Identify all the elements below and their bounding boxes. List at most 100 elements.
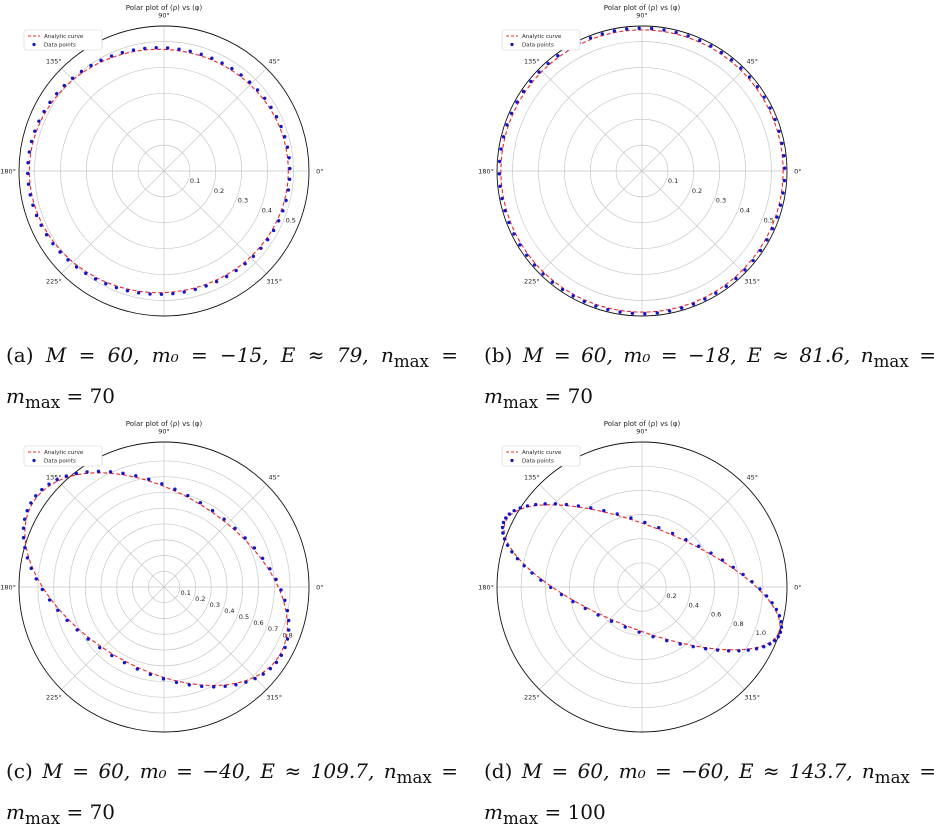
data-point [96, 469, 101, 474]
data-point [768, 106, 772, 110]
data-point [285, 637, 290, 641]
data-point [26, 161, 30, 165]
legend-label-analytic: Analytic curve [44, 34, 84, 40]
angle-tick-label: 90° [158, 12, 170, 20]
data-point [93, 277, 98, 281]
data-point [34, 494, 38, 498]
data-point [23, 545, 27, 550]
legend-label-analytic: Analytic curve [44, 450, 84, 456]
data-point [571, 599, 575, 604]
data-point [532, 263, 537, 267]
data-point [755, 85, 759, 89]
data-point [643, 520, 647, 525]
caption-a-line2-text: m [6, 384, 25, 408]
data-point [64, 474, 69, 478]
grid-ring [37, 460, 291, 714]
data-point [39, 223, 43, 227]
data-point [772, 638, 777, 643]
data-point [758, 248, 763, 253]
data-point [29, 566, 33, 571]
data-point [762, 644, 766, 649]
data-point [515, 100, 519, 104]
caption-a-line2: mmax = 70 [6, 379, 458, 420]
data-point [657, 525, 661, 530]
data-point [782, 154, 786, 158]
data-point [234, 268, 238, 273]
radial-tick-label: 0.6 [253, 619, 263, 627]
data-point [262, 96, 267, 101]
caption-b-sub2: max [502, 393, 539, 412]
data-point [537, 70, 541, 74]
data-point [210, 56, 214, 60]
data-point [154, 46, 158, 50]
data-point [31, 203, 35, 207]
data-point [720, 558, 725, 562]
data-point [534, 502, 538, 507]
data-point [58, 250, 62, 254]
data-point [48, 100, 52, 105]
caption-a: (a) M = 60, m₀ = −15, E ≈ 79, nmax = mma… [6, 338, 458, 420]
data-point [26, 182, 31, 186]
angle-tick-label: 225° [46, 694, 62, 702]
data-point [667, 309, 672, 313]
caption-d-label: (d) [484, 759, 513, 783]
data-point [42, 109, 46, 114]
data-point [109, 54, 114, 58]
data-point [665, 638, 669, 643]
angle-tick-label: 0° [794, 584, 801, 592]
grid-ring [111, 118, 217, 224]
data-point [781, 191, 785, 195]
data-point [643, 311, 647, 316]
angle-tick-label: 315° [266, 694, 282, 702]
grid-spoke [163, 68, 267, 172]
data-point [269, 105, 273, 109]
data-point [268, 567, 272, 571]
data-point [779, 625, 784, 629]
angle-tick-label: 270° [634, 323, 650, 325]
data-point [746, 648, 750, 652]
legend-swatch-data [32, 42, 36, 47]
data-point [85, 470, 89, 474]
data-point [223, 684, 227, 689]
angle-tick-label: 180° [0, 168, 16, 176]
data-point [615, 512, 619, 516]
legend: Analytic curve Data points [23, 29, 103, 51]
data-point [499, 147, 503, 151]
data-point [618, 310, 622, 314]
grid-ring [60, 67, 268, 275]
grid-spoke [163, 170, 267, 274]
data-point [188, 49, 192, 53]
angle-tick-label: 225° [524, 278, 540, 286]
data-point [27, 150, 32, 154]
data-point [498, 184, 502, 188]
caption-a-text: M = 60, m₀ = −15, E ≈ 79, n [45, 343, 394, 367]
data-point [546, 61, 550, 66]
radial-tick-label: 0.2 [214, 187, 224, 195]
legend-box [501, 445, 581, 467]
data-point [260, 556, 265, 560]
data-point [37, 119, 41, 123]
data-point [553, 502, 558, 506]
data-point [651, 635, 655, 639]
data-point [522, 564, 526, 568]
data-point [776, 635, 780, 639]
grid-spoke [539, 170, 643, 274]
data-point [108, 470, 113, 474]
grid-spoke [539, 68, 643, 172]
radial-tick-label: 0.3 [238, 197, 248, 205]
legend-label-data: Data points [44, 459, 76, 465]
angle-tick-label: 270° [156, 739, 172, 741]
data-point [74, 471, 79, 476]
angle-tick-label: 45° [746, 57, 758, 65]
data-point [283, 645, 287, 650]
data-point [288, 166, 292, 171]
data-point [686, 34, 690, 38]
caption-c-line2-text: m [6, 800, 25, 824]
data-point [177, 47, 181, 51]
data-point [770, 227, 775, 231]
data-point [501, 135, 506, 139]
radial-tick-label: 0.2 [666, 592, 676, 600]
grid-ring [569, 514, 715, 660]
data-point [765, 238, 769, 242]
data-point [684, 537, 688, 542]
